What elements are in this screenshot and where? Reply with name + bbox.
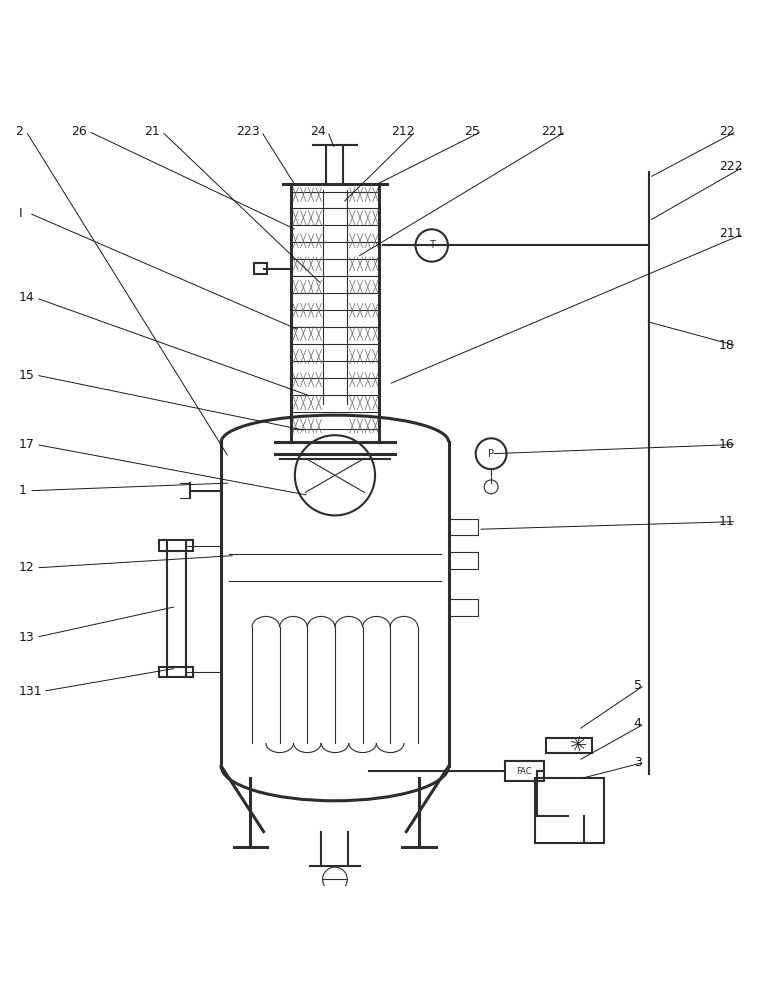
Text: 221: 221 xyxy=(541,125,565,138)
Text: 22: 22 xyxy=(718,125,735,138)
Text: 16: 16 xyxy=(718,438,735,451)
Text: 1: 1 xyxy=(19,484,26,497)
Text: 2: 2 xyxy=(15,125,23,138)
Text: 5: 5 xyxy=(634,679,642,692)
Bar xyxy=(159,667,194,677)
Text: 212: 212 xyxy=(391,125,415,138)
Bar xyxy=(449,519,478,535)
Text: 211: 211 xyxy=(718,227,742,240)
Text: 17: 17 xyxy=(19,438,34,451)
Text: I: I xyxy=(19,207,22,220)
Text: 18: 18 xyxy=(718,339,735,352)
Text: 25: 25 xyxy=(464,125,480,138)
Text: 11: 11 xyxy=(718,515,735,528)
Text: FAC: FAC xyxy=(516,767,532,776)
Bar xyxy=(546,738,592,753)
Text: 26: 26 xyxy=(70,125,87,138)
Text: 15: 15 xyxy=(19,369,34,382)
Text: 12: 12 xyxy=(19,561,34,574)
Bar xyxy=(535,778,604,843)
Text: 21: 21 xyxy=(144,125,159,138)
Text: T: T xyxy=(429,240,435,250)
Text: 14: 14 xyxy=(19,291,34,304)
Bar xyxy=(505,761,543,781)
Text: 24: 24 xyxy=(310,125,326,138)
Text: 13: 13 xyxy=(19,631,34,644)
Bar xyxy=(254,263,268,274)
Text: 131: 131 xyxy=(19,685,42,698)
Text: P: P xyxy=(488,449,494,459)
Text: 223: 223 xyxy=(237,125,260,138)
Text: 4: 4 xyxy=(634,717,642,730)
Bar xyxy=(449,599,478,616)
Text: 3: 3 xyxy=(634,756,642,769)
Text: 222: 222 xyxy=(718,160,742,173)
Bar xyxy=(159,540,194,551)
Bar xyxy=(449,552,478,569)
